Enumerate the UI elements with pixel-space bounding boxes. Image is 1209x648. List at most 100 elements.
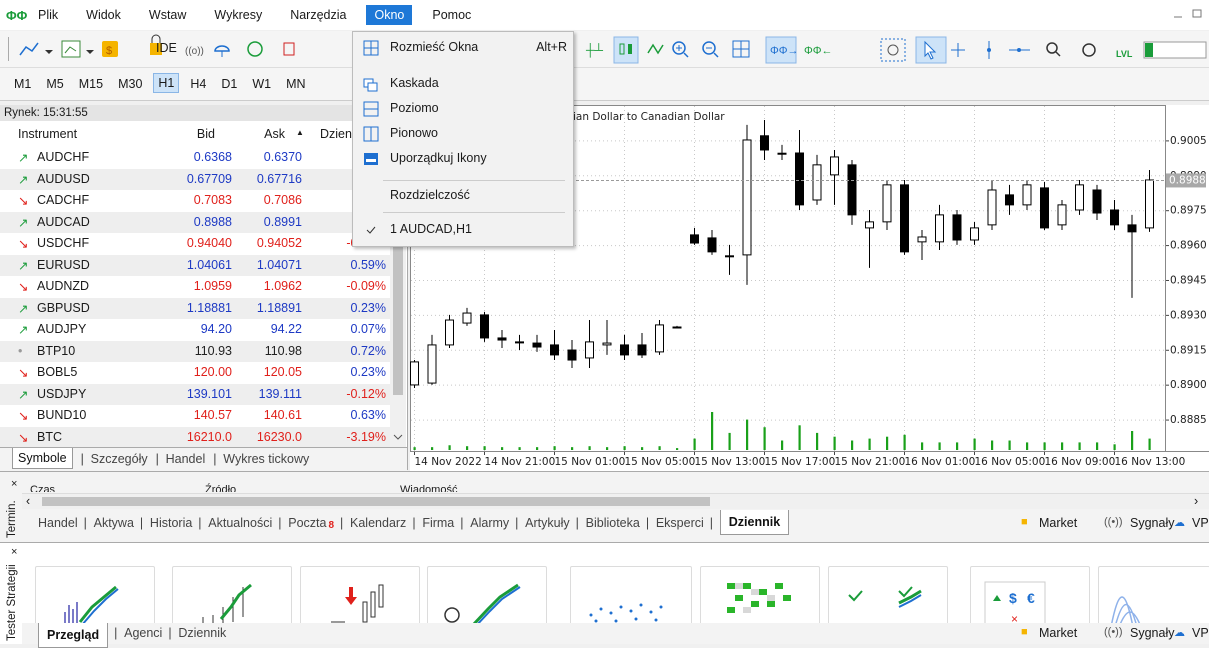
strategy-card[interactable] xyxy=(828,566,948,630)
tab[interactable]: Alarmy xyxy=(470,516,510,530)
market-row[interactable]: ↘ AUDNZD 1.0959 1.0962 -0.09% xyxy=(0,276,390,298)
scroll-thumb[interactable] xyxy=(393,125,403,395)
scroll-down[interactable] xyxy=(393,433,403,441)
market-row[interactable]: ↗ AUDJPY 94.20 94.22 0.07% xyxy=(0,319,390,341)
link[interactable]: Sygnały xyxy=(1130,516,1175,530)
market-row[interactable]: ↘ BUND10 140.57 140.61 0.63% xyxy=(0,405,390,427)
timeframe-button[interactable]: W1 xyxy=(252,77,272,91)
timeframe-button[interactable]: H4 xyxy=(190,77,207,91)
menu-option[interactable]: Poziomo xyxy=(390,101,439,115)
menu-option[interactable]: Kaskada xyxy=(390,76,439,90)
tab[interactable]: Szczegóły xyxy=(90,452,148,466)
menu-item[interactable]: Narzędzia xyxy=(290,8,347,22)
tab[interactable]: Agenci xyxy=(124,626,163,640)
candle-body xyxy=(1092,189,1102,214)
link[interactable]: Market xyxy=(1039,516,1078,530)
daily-change: 0.23% xyxy=(350,365,386,379)
tab[interactable]: Dziennik xyxy=(178,626,227,640)
link[interactable]: VPS xyxy=(1192,626,1209,640)
submenu-option[interactable]: Rozdzielczość xyxy=(390,188,470,202)
market-row[interactable]: ↘ BTC 16210.0 16230.0 -3.19% xyxy=(0,426,390,447)
menu-item[interactable]: Pomoc xyxy=(432,8,472,22)
menu-item[interactable]: Wykresy xyxy=(214,8,263,22)
strategy-card[interactable] xyxy=(172,566,292,630)
strategy-card[interactable] xyxy=(700,566,820,630)
link[interactable]: Sygnały xyxy=(1130,626,1175,640)
tab[interactable]: Handel xyxy=(165,452,206,466)
trend-icon: ↘ xyxy=(18,237,29,251)
tab[interactable]: Kalendarz xyxy=(350,516,407,530)
tab[interactable]: Aktualności xyxy=(208,516,273,530)
menu-option[interactable]: Pionowo xyxy=(390,126,438,140)
link[interactable]: Market xyxy=(1039,626,1078,640)
menu-item[interactable]: Wstaw xyxy=(148,8,187,22)
symbol: BTP10 xyxy=(37,343,76,358)
menu-item[interactable]: Plik xyxy=(38,8,59,22)
candle-body xyxy=(970,227,979,241)
market-row[interactable]: ↘ BOBL5 120.00 120.05 0.23% xyxy=(0,362,390,384)
scroll-left[interactable]: ‹ xyxy=(26,494,31,508)
shortcut: Alt+R xyxy=(536,40,567,54)
trend-icon: ↗ xyxy=(18,387,29,402)
menu-option[interactable]: Uporządkuj Ikony xyxy=(390,151,487,165)
menu-item[interactable]: Widok xyxy=(86,8,121,22)
volume-bar xyxy=(903,434,906,450)
market-row[interactable]: ↗ EURUSD 1.04061 1.04071 0.59% xyxy=(0,254,390,276)
tab[interactable]: Artykuły xyxy=(525,516,570,530)
svg-text:$: $ xyxy=(106,45,112,57)
strategy-card[interactable] xyxy=(35,566,155,630)
market-row[interactable]: ↗ USDJPY 139.101 139.111 -0.12% xyxy=(0,383,390,405)
window-option[interactable]: 1 AUDCAD,H1 xyxy=(390,222,472,236)
tab[interactable]: Biblioteka xyxy=(585,516,640,530)
strategy-card[interactable] xyxy=(300,566,420,630)
tab[interactable]: Handel xyxy=(38,516,78,530)
timeframe-button[interactable]: MN xyxy=(286,77,306,91)
column-header[interactable]: Ask xyxy=(264,127,285,141)
tab[interactable]: Dziennik xyxy=(719,510,790,535)
timeframe-button[interactable]: M15 xyxy=(78,77,104,91)
okno-dropdown: Rozmieść Okna Alt+R Kaskada Poziomo Pionowo U… xyxy=(352,31,574,247)
tab[interactable]: Poczta xyxy=(288,516,327,530)
timeframe-button[interactable]: M1 xyxy=(14,77,32,91)
ide-button[interactable]: IDE xyxy=(156,41,177,55)
volume-bar xyxy=(816,432,819,450)
volume-bar xyxy=(746,419,749,450)
tab[interactable]: Przegląd xyxy=(38,623,109,648)
market-row[interactable]: • BTP10 110.93 110.98 0.72% xyxy=(0,340,390,362)
volume-bar xyxy=(413,447,416,450)
timeframe-button[interactable]: H1 xyxy=(153,73,180,93)
column-header[interactable]: Dzien xyxy=(320,127,352,141)
ask: 16230.0 xyxy=(256,429,302,444)
timeframe-button[interactable]: D1 xyxy=(221,77,238,91)
tab[interactable]: Historia xyxy=(149,516,193,530)
tab[interactable]: Eksperci xyxy=(655,516,704,530)
tab[interactable]: Wykres tickowy xyxy=(223,452,310,466)
window-controls[interactable] xyxy=(1170,6,1206,22)
tab[interactable]: Firma xyxy=(422,516,455,530)
volume-bar xyxy=(921,442,924,450)
tab[interactable]: Aktywa xyxy=(93,516,134,530)
link[interactable]: VPS xyxy=(1192,516,1209,530)
scroll-thumb[interactable] xyxy=(42,497,710,506)
close-tester[interactable]: × xyxy=(11,546,18,558)
tab[interactable]: Symbole xyxy=(12,448,73,469)
strategy-card[interactable] xyxy=(570,566,692,630)
column-header[interactable]: Bid xyxy=(196,127,215,141)
h-scrollbar[interactable]: ‹ › xyxy=(22,493,1209,509)
menu-option[interactable]: Rozmieść Okna xyxy=(390,40,479,54)
strategy-card[interactable]: $ € × xyxy=(970,566,1090,630)
close-terminal[interactable]: × xyxy=(11,478,18,490)
scroll-right[interactable]: › xyxy=(1194,494,1199,508)
timeframe-button[interactable]: M5 xyxy=(46,77,64,91)
timeframe-button[interactable]: M30 xyxy=(118,77,143,91)
market-row[interactable]: ↗ GBPUSD 1.18881 1.18891 0.23% xyxy=(0,297,390,319)
strategy-card[interactable] xyxy=(427,566,547,630)
menu-item[interactable]: Okno xyxy=(366,5,413,25)
column-header[interactable]: Instrument xyxy=(18,127,78,141)
strategy-card[interactable] xyxy=(1098,566,1209,630)
